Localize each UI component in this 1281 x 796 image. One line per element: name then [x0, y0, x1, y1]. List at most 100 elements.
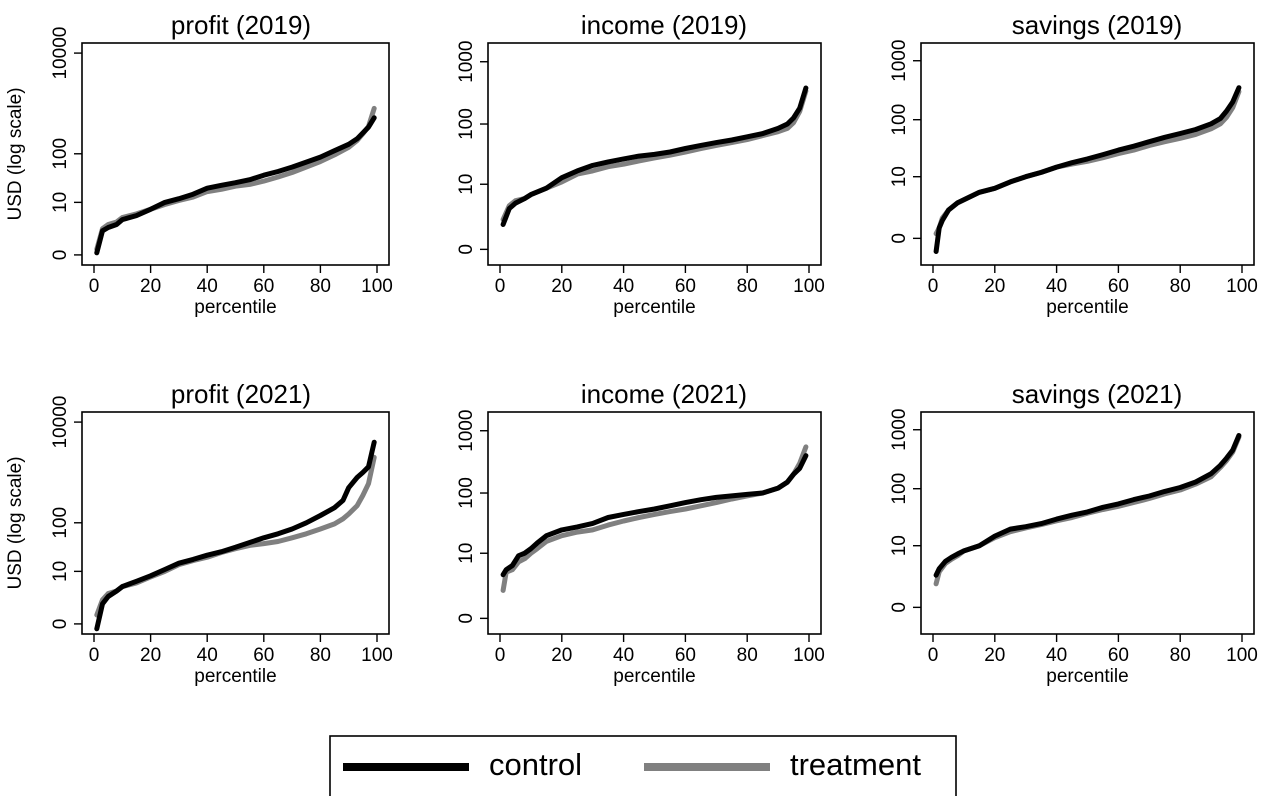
y-tick-label: 100 — [50, 138, 71, 170]
x-tick-label: 20 — [140, 645, 161, 666]
y-axis-label: USD (log scale) — [5, 87, 26, 220]
plot-area-frame — [81, 411, 390, 635]
y-tick-label: 100 — [50, 507, 71, 539]
x-axis-label: percentile — [613, 666, 695, 687]
chart-panel: savings (2021) 0 20 40 60 80 100 percentile 0 10 1… — [889, 379, 1258, 687]
y-tick-label: 1000 — [456, 410, 477, 452]
y-tick-label: 10 — [889, 535, 910, 556]
legend-label-treatment: treatment — [790, 747, 921, 782]
x-tick-label: 0 — [495, 645, 506, 666]
x-tick-label: 80 — [1170, 645, 1191, 666]
y-tick-label: 1000 — [889, 409, 910, 451]
x-tick-label: 20 — [984, 276, 1005, 297]
y-tick-label: 100 — [456, 108, 477, 140]
chart-title: savings (2021) — [1012, 379, 1183, 409]
x-tick-label: 0 — [928, 276, 939, 297]
x-tick-label: 60 — [675, 645, 696, 666]
plot-area-frame — [920, 411, 1255, 635]
x-tick-label: 40 — [197, 276, 218, 297]
plot-area-frame — [920, 42, 1255, 266]
x-tick-label: 40 — [197, 645, 218, 666]
x-tick-label: 60 — [253, 645, 274, 666]
y-tick-label: 1000 — [889, 40, 910, 82]
x-axis-label: percentile — [1046, 666, 1128, 687]
x-tick-label: 20 — [551, 645, 572, 666]
chart-title: profit (2021) — [171, 379, 311, 409]
x-tick-label: 0 — [928, 645, 939, 666]
chart-panel: income (2019) 0 20 40 60 80 100 percentile 0 10 10… — [456, 10, 825, 318]
plot-area-frame — [81, 42, 390, 266]
y-tick-label: 0 — [889, 233, 910, 244]
plot-area-frame — [487, 42, 822, 266]
legend-label-control: control — [489, 747, 582, 782]
y-tick-label: 10 — [50, 192, 71, 213]
series-line-control — [933, 85, 1242, 254]
chart-panel: profit (2021) 0 20 40 60 80 100 percentile 0 10 10… — [5, 379, 393, 687]
x-tick-label: 0 — [495, 276, 506, 297]
x-tick-label: 60 — [1108, 276, 1129, 297]
series-line-treatment — [94, 105, 377, 252]
x-tick-label: 0 — [89, 276, 100, 297]
chart-panel: income (2021) 0 20 40 60 80 100 percentile 0 10 10… — [456, 379, 825, 687]
x-tick-label: 80 — [737, 645, 758, 666]
x-tick-label: 80 — [1170, 276, 1191, 297]
x-tick-label: 40 — [613, 645, 634, 666]
x-tick-label: 80 — [737, 276, 758, 297]
series-line-treatment — [500, 444, 809, 593]
y-tick-label: 10 — [456, 174, 477, 195]
y-tick-label: 10 — [456, 543, 477, 564]
x-tick-label: 60 — [675, 276, 696, 297]
x-tick-label: 100 — [1226, 645, 1258, 666]
x-tick-label: 40 — [1046, 645, 1067, 666]
x-tick-label: 80 — [310, 276, 331, 297]
series-line-control — [500, 85, 809, 227]
y-tick-label: 0 — [50, 250, 71, 261]
series-line-control — [933, 433, 1242, 578]
chart-panel: savings (2019) 0 20 40 60 80 100 percentile 0 10 1… — [889, 10, 1258, 318]
x-axis-label: percentile — [194, 666, 276, 687]
y-tick-label: 0 — [456, 613, 477, 624]
series-line-control — [500, 453, 809, 578]
y-tick-label: 10 — [889, 166, 910, 187]
y-tick-label: 0 — [889, 602, 910, 613]
series-line-control — [94, 115, 377, 256]
x-tick-label: 40 — [613, 276, 634, 297]
x-tick-label: 40 — [1046, 276, 1067, 297]
y-tick-label: 10 — [50, 561, 71, 582]
chart-title: profit (2019) — [171, 10, 311, 40]
y-tick-label: 100 — [456, 477, 477, 509]
y-tick-label: 10000 — [50, 396, 71, 449]
x-tick-label: 0 — [89, 645, 100, 666]
x-tick-label: 20 — [140, 276, 161, 297]
x-tick-label: 100 — [361, 276, 393, 297]
y-tick-label: 100 — [889, 473, 910, 505]
x-axis-label: percentile — [1046, 297, 1128, 318]
x-tick-label: 100 — [793, 276, 825, 297]
y-axis-label: USD (log scale) — [5, 456, 26, 589]
chart-title: income (2019) — [581, 10, 747, 40]
plot-area-frame — [487, 411, 822, 635]
chart-title: savings (2019) — [1012, 10, 1183, 40]
series-line-treatment — [933, 89, 1242, 237]
legend: control treatment — [329, 735, 957, 796]
x-tick-label: 60 — [253, 276, 274, 297]
series-line-control — [94, 439, 377, 632]
y-tick-label: 10000 — [50, 27, 71, 80]
x-axis-label: percentile — [613, 297, 695, 318]
x-tick-label: 80 — [310, 645, 331, 666]
chart-title: income (2021) — [581, 379, 747, 409]
series-line-treatment — [94, 454, 377, 618]
y-tick-label: 0 — [50, 619, 71, 630]
x-tick-label: 20 — [551, 276, 572, 297]
x-tick-label: 100 — [793, 645, 825, 666]
chart-panel: profit (2019) 0 20 40 60 80 100 percentile 0 10 10… — [5, 10, 393, 318]
y-tick-label: 0 — [456, 244, 477, 255]
x-tick-label: 100 — [361, 645, 393, 666]
x-tick-label: 20 — [984, 645, 1005, 666]
y-tick-label: 1000 — [456, 41, 477, 83]
x-axis-label: percentile — [194, 297, 276, 318]
x-tick-label: 60 — [1108, 645, 1129, 666]
x-tick-label: 100 — [1226, 276, 1258, 297]
y-tick-label: 100 — [889, 104, 910, 136]
